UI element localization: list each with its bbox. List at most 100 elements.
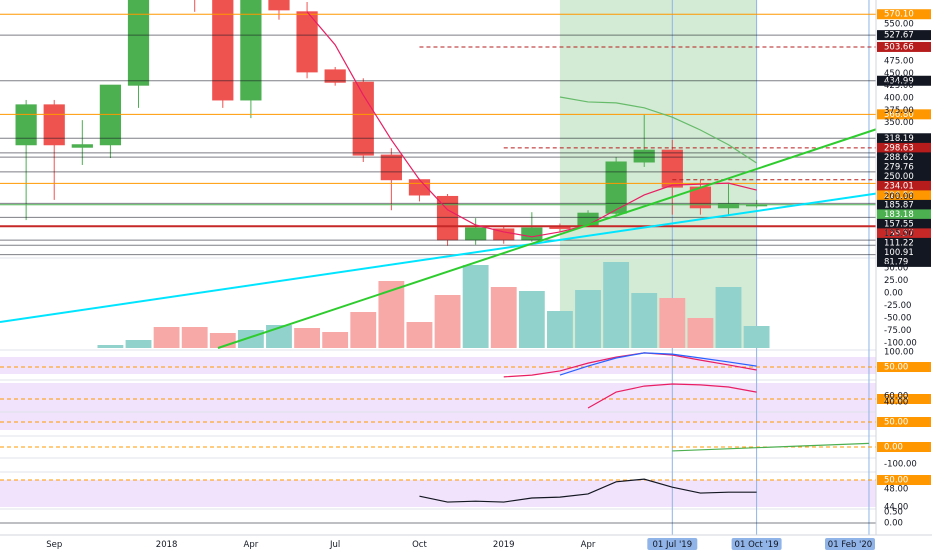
trend-line	[0, 192, 881, 323]
x-tick-label: 2018	[156, 540, 178, 550]
y-tick-label: -75.00	[884, 326, 911, 336]
price-label: 288.62	[884, 153, 914, 163]
price-label-box	[877, 180, 931, 191]
overlay	[559, 96, 757, 164]
y-tick-label: 48.00	[884, 485, 908, 495]
candle-body	[127, 0, 150, 86]
price-label-box	[877, 75, 931, 86]
price-label-box	[877, 109, 931, 120]
price-label: 50.00	[884, 418, 908, 428]
marker-box	[731, 538, 782, 550]
x-tick-label: Jul	[329, 540, 340, 550]
price-label-box	[877, 228, 931, 239]
y-tick-label: 40.00	[884, 398, 908, 408]
price-axis	[876, 0, 932, 550]
y-tick-label: 125.00	[884, 229, 914, 239]
y-tick-label: 60.00	[884, 392, 908, 402]
line-series	[306, 11, 757, 238]
histogram-bar	[575, 290, 601, 348]
line-series	[672, 442, 869, 452]
price-label: 226.56	[884, 191, 914, 201]
histogram-bar	[125, 340, 152, 348]
price-label-box	[877, 133, 931, 144]
candle-body	[352, 81, 374, 156]
price-label: 157.55	[884, 219, 914, 229]
price-label-box	[877, 199, 931, 210]
y-tick-label: 44.00	[884, 503, 908, 513]
y-tick-label: 475.00	[884, 57, 914, 67]
histogram-bar	[687, 318, 714, 348]
histogram-bar	[518, 291, 545, 348]
price-label: 250.00	[884, 172, 914, 182]
price-label-box	[877, 417, 931, 427]
histogram-bar	[462, 265, 489, 348]
histogram-bar	[322, 332, 349, 348]
price-label: 100.91	[884, 248, 914, 258]
candle-body	[324, 69, 346, 83]
candle-body	[240, 0, 262, 101]
price-label-box	[877, 9, 931, 20]
y-tick-label: 0.00	[884, 518, 903, 528]
y-tick-label: 25.00	[884, 276, 908, 286]
marker-label: 01 Oct '19	[735, 540, 779, 550]
price-label-box	[877, 161, 931, 172]
price-label: 50.00	[884, 395, 908, 405]
y-tick-label: -100.00	[884, 339, 917, 349]
price-label: 183.18	[884, 210, 914, 220]
price-label-box	[877, 394, 931, 405]
price-label: 527.67	[884, 31, 914, 41]
marker-box	[825, 538, 875, 550]
candle-body	[661, 149, 683, 188]
price-label-box	[877, 142, 931, 153]
line-series	[559, 96, 757, 164]
pane-band	[0, 480, 876, 507]
candle-body	[268, 0, 290, 11]
marker-label: 01 Jul '19	[652, 540, 692, 550]
price-label-box	[877, 152, 931, 163]
price-label: 139.57	[884, 229, 914, 239]
price-label-box	[877, 171, 931, 182]
y-tick-label: 200.00	[884, 192, 914, 202]
x-tick-label: Apr	[244, 540, 259, 550]
histogram-bar	[294, 328, 321, 348]
price-label-box	[877, 247, 931, 258]
histogram-bar	[743, 326, 770, 348]
histogram-bar	[547, 311, 573, 348]
line-series	[559, 352, 757, 376]
axis-labels: 01 Jul '19 01 Oct '19 01 Feb '20 Sep 2018 Apr…	[46, 9, 931, 550]
price-label: 50.00	[884, 476, 908, 486]
y-tick-label: 450.00	[884, 69, 914, 79]
drawings	[0, 127, 881, 349]
candle-body	[15, 104, 37, 146]
histogram-bar	[237, 330, 264, 348]
price-label: 570.10	[884, 10, 914, 20]
x-tick-label: Apr	[581, 540, 596, 550]
price-label-box	[877, 218, 931, 229]
line-series	[587, 383, 757, 409]
histogram-bar	[406, 322, 433, 348]
price-label: 234.01	[884, 181, 914, 191]
histogram-bar	[153, 327, 180, 348]
candle-body	[521, 227, 543, 241]
histogram-bar	[490, 287, 517, 348]
price-label: 50.00	[884, 363, 908, 373]
candle-body	[212, 0, 234, 101]
y-tick-label: -25.00	[884, 301, 911, 311]
price-label: 279.76	[884, 162, 914, 172]
price-label: 111.22	[884, 238, 914, 248]
price-label-box	[877, 256, 931, 267]
histogram-bar	[434, 295, 461, 348]
price-label-box	[877, 362, 931, 373]
y-tick-label: 350.00	[884, 118, 914, 128]
x-tick-label: Oct	[412, 540, 427, 550]
overlay	[306, 11, 757, 238]
histogram-bar	[181, 327, 208, 348]
candle-body	[605, 161, 627, 214]
y-tick-label: 425.00	[884, 81, 914, 91]
histogram-bar	[715, 287, 742, 348]
x-tick-label: Sep	[46, 540, 62, 550]
candle-body	[633, 149, 655, 163]
candle-body	[99, 84, 122, 146]
